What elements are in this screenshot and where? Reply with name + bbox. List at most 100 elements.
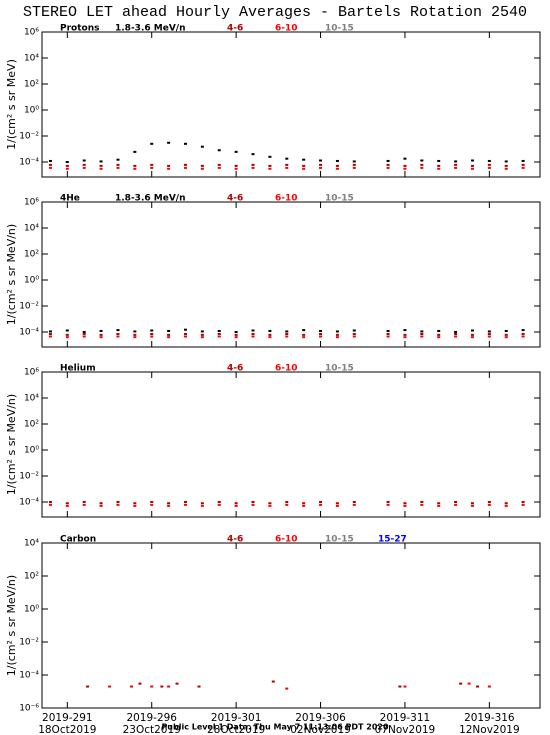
data-point — [403, 333, 407, 336]
data-point — [268, 164, 272, 167]
data-point — [167, 336, 171, 339]
data-point — [133, 502, 137, 505]
x-tick-label: 2019-291 — [42, 712, 93, 724]
data-point — [437, 336, 441, 339]
data-point — [504, 504, 508, 507]
data-point — [150, 500, 154, 503]
data-point — [420, 330, 424, 333]
legend-entry: 10-15 — [325, 364, 354, 374]
data-point — [521, 500, 525, 503]
data-point — [352, 160, 356, 163]
plot-frame — [41, 542, 541, 709]
data-point — [116, 503, 120, 506]
data-point — [271, 680, 275, 683]
data-point — [82, 500, 86, 503]
data-point — [467, 682, 471, 685]
data-point — [167, 164, 171, 167]
data-point — [470, 164, 474, 167]
y-tick-label: 10⁴ — [24, 393, 39, 403]
data-point — [116, 335, 120, 338]
data-point — [302, 167, 306, 170]
data-point — [285, 157, 289, 160]
data-point — [268, 333, 272, 336]
data-point — [420, 166, 424, 169]
data-point — [504, 164, 508, 167]
y-tick-label: 10⁻⁴ — [19, 157, 39, 167]
data-point — [504, 502, 508, 505]
data-point — [285, 687, 289, 690]
data-point — [133, 333, 137, 336]
y-tick-label: 10⁻² — [19, 131, 39, 141]
data-point — [167, 141, 171, 144]
data-point — [183, 328, 187, 331]
data-point — [302, 158, 306, 161]
data-point — [335, 330, 339, 333]
data-point — [200, 504, 204, 507]
data-point — [403, 167, 407, 170]
data-point — [302, 502, 306, 505]
y-tick-label: 10² — [24, 572, 39, 582]
data-point — [86, 685, 90, 688]
data-point — [183, 503, 187, 506]
data-point — [487, 330, 491, 333]
data-point — [487, 163, 491, 166]
y-tick-label: 10⁰ — [24, 445, 39, 455]
data-point — [167, 502, 171, 505]
data-point — [504, 336, 508, 339]
plot-frame — [41, 31, 541, 178]
data-point — [268, 329, 272, 332]
data-point — [200, 330, 204, 333]
data-point — [65, 333, 69, 336]
x-tick-date: 07Nov2019 — [375, 724, 436, 735]
data-point — [167, 333, 171, 336]
data-point — [48, 335, 52, 338]
y-tick-label: 10⁻⁶ — [19, 704, 39, 714]
x-tick-date: 12Nov2019 — [459, 724, 520, 735]
y-axis-title: 1/(cm² s sr MeV) — [5, 59, 18, 150]
data-point — [437, 504, 441, 507]
y-tick-label: 10⁴ — [24, 53, 39, 63]
legend-entry: 1.8-3.6 MeV/n — [115, 24, 185, 34]
panel-label: Protons — [60, 24, 99, 34]
data-point — [268, 155, 272, 158]
legend-entry: 15-27 — [378, 535, 407, 545]
data-point — [234, 333, 238, 336]
data-point — [335, 504, 339, 507]
data-point — [65, 167, 69, 170]
data-point — [150, 333, 154, 336]
data-point — [319, 159, 323, 162]
y-tick-label: 10⁴ — [24, 539, 39, 549]
data-point — [454, 503, 458, 506]
data-point — [217, 163, 221, 166]
data-point — [403, 685, 407, 688]
data-point — [521, 335, 525, 338]
data-point — [319, 329, 323, 332]
data-point — [454, 500, 458, 503]
y-tick-label: 10⁻² — [19, 638, 39, 648]
data-point — [48, 163, 52, 166]
data-point — [504, 160, 508, 163]
data-point — [251, 163, 255, 166]
x-tick-date: 23Oct2019 — [123, 724, 181, 735]
legend-entry: 4-6 — [227, 364, 243, 374]
data-point — [99, 167, 103, 170]
data-point — [200, 167, 204, 170]
data-point — [133, 150, 137, 153]
x-tick-label: 2019-301 — [211, 712, 262, 724]
data-point — [183, 163, 187, 166]
data-point — [335, 159, 339, 162]
y-tick-label: 10⁶ — [24, 198, 39, 208]
data-point — [234, 504, 238, 507]
data-point — [138, 682, 142, 685]
panel-label: Carbon — [60, 535, 96, 545]
x-tick-date: 28Oct2019 — [207, 724, 265, 735]
data-point — [116, 333, 120, 336]
data-point — [504, 167, 508, 170]
data-point — [99, 504, 103, 507]
data-point — [251, 166, 255, 169]
data-point — [403, 336, 407, 339]
data-point — [251, 503, 255, 506]
data-point — [108, 685, 112, 688]
data-point — [116, 158, 120, 161]
legend-entry: 10-15 — [325, 535, 354, 545]
